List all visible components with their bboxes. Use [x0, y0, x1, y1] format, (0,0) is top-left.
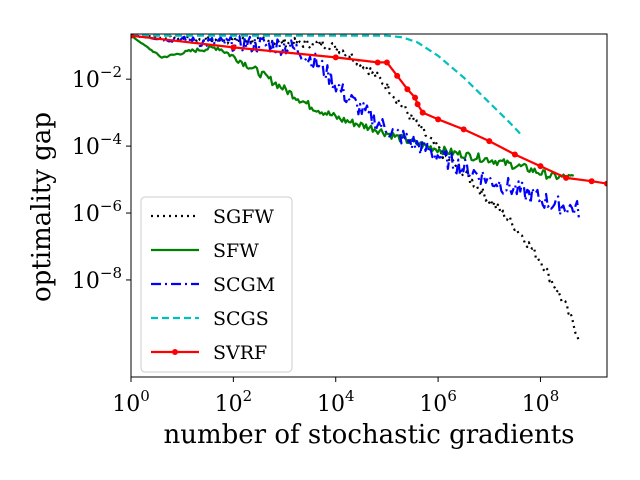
legend-label-scgs: SCGS — [213, 308, 269, 330]
y-tick-label: 10−2 — [72, 63, 122, 93]
y-tick-label: 10−4 — [72, 130, 122, 160]
x-tick-label-base: 10 — [419, 392, 447, 417]
x-tick-label: 104 — [317, 387, 355, 417]
legend-label-sfw: SFW — [213, 240, 259, 262]
series-point-svrf — [460, 126, 467, 133]
x-tick-label-exponent: 2 — [243, 387, 253, 405]
series-point-svrf — [419, 109, 426, 116]
series-line-scgm — [131, 34, 580, 218]
series-point-svrf — [511, 151, 518, 158]
series-point-svrf — [374, 59, 381, 66]
series-point-svrf — [588, 178, 595, 185]
y-axis-label: optimality gap — [27, 112, 57, 302]
x-tick-label: 106 — [419, 387, 457, 417]
y-tick-label-base: 10 — [72, 68, 100, 93]
y-tick-label-base: 10 — [72, 135, 100, 160]
x-tick-label-base: 10 — [522, 392, 550, 417]
series-point-svrf — [435, 116, 442, 123]
series-line-svrf — [131, 34, 607, 185]
y-tick-label-exponent: −2 — [100, 63, 122, 81]
y-tick-label-exponent: −6 — [100, 197, 122, 215]
legend-label-svrf: SVRF — [213, 342, 267, 364]
legend-box — [140, 196, 293, 373]
x-tick-label-exponent: 0 — [140, 387, 150, 405]
series-point-svrf — [414, 101, 421, 108]
series-layer — [131, 34, 607, 341]
x-tick-label-base: 10 — [215, 392, 243, 417]
y-tick-label-exponent: −8 — [100, 264, 122, 282]
x-tick-label-base: 10 — [317, 392, 345, 417]
series-line-sfw — [131, 34, 575, 181]
series-point-svrf — [604, 180, 607, 187]
series-line-sgfw — [131, 34, 580, 341]
series-point-svrf — [412, 94, 419, 101]
series-point-svrf — [563, 174, 570, 181]
x-tick-label-exponent: 6 — [447, 387, 457, 405]
legend-marker-svrf — [172, 349, 178, 355]
x-axis: 100 102 104 106 108 — [112, 377, 559, 417]
y-tick-label: 10−8 — [72, 264, 122, 294]
series-point-svrf — [537, 163, 544, 170]
legend-label-sgfw: SGFW — [213, 206, 274, 228]
series-point-svrf — [383, 59, 390, 66]
x-tick-label-exponent: 4 — [345, 387, 355, 405]
x-tick-label: 108 — [522, 387, 560, 417]
y-tick-label: 10−6 — [72, 197, 122, 227]
x-axis-label: number of stochastic gradients — [163, 420, 574, 450]
series-point-svrf — [394, 72, 401, 79]
series-point-svrf — [332, 54, 339, 61]
x-tick-label: 100 — [112, 387, 150, 417]
legend-label-scgm: SCGM — [213, 274, 275, 296]
y-tick-label-base: 10 — [72, 269, 100, 294]
series-point-svrf — [404, 86, 411, 93]
plot-frame — [130, 33, 608, 378]
series-point-svrf — [230, 44, 237, 51]
y-tick-label-base: 10 — [72, 202, 100, 227]
x-tick-label: 102 — [215, 387, 253, 417]
series-point-svrf — [486, 138, 493, 145]
x-tick-label-exponent: 8 — [550, 387, 560, 405]
series-line-scgs — [131, 34, 524, 137]
y-tick-label-exponent: −4 — [100, 130, 122, 148]
series-point-svrf — [131, 34, 134, 39]
legend: SGFW SFW SCGM SCGS SVRF — [140, 196, 293, 373]
y-axis: 10−810−610−410−2 — [72, 63, 131, 294]
x-tick-label-base: 10 — [112, 392, 140, 417]
